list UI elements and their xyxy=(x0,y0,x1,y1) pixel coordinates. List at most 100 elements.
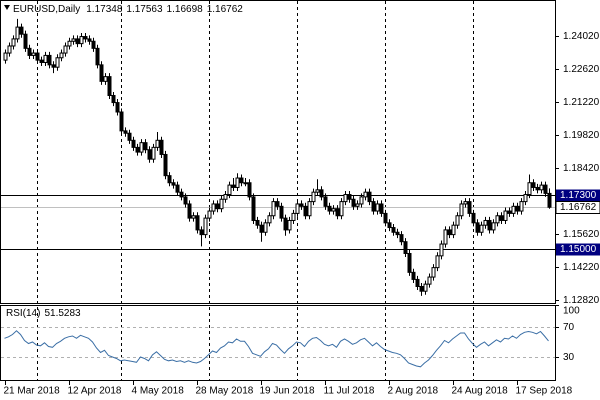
candle-body xyxy=(215,203,220,210)
candle-body xyxy=(379,203,384,214)
y-tick-label: 1.18420 xyxy=(563,163,600,174)
candle-body xyxy=(227,184,232,196)
y-tick-label: 1.21220 xyxy=(563,97,600,108)
candle-body xyxy=(27,47,32,56)
candle-body xyxy=(3,52,8,61)
candle-body xyxy=(191,215,196,219)
candle-body xyxy=(431,267,436,278)
candle-body xyxy=(299,203,304,207)
candle-body xyxy=(367,191,372,203)
candle-body xyxy=(499,215,504,221)
candle-body xyxy=(519,201,524,212)
candle-body xyxy=(419,285,424,292)
candle-body xyxy=(363,191,368,198)
candle-body xyxy=(143,142,148,151)
candle-body xyxy=(527,182,532,196)
candle-body xyxy=(207,210,212,219)
candle-body xyxy=(503,210,508,221)
candle-body xyxy=(211,203,216,212)
candle-body xyxy=(287,219,292,231)
candle-body xyxy=(371,201,376,212)
candle-body xyxy=(243,182,248,185)
indicator-last-value: 51.5283 xyxy=(44,308,81,319)
candle-body xyxy=(83,36,88,40)
candle-body xyxy=(247,182,252,198)
candle-body xyxy=(463,201,468,205)
candle-body xyxy=(451,224,456,236)
level-label-box xyxy=(556,189,600,202)
candle-body xyxy=(403,241,408,254)
indicator-tick-label: 100 xyxy=(563,306,580,317)
candle-body xyxy=(531,182,536,188)
candle-body xyxy=(155,139,160,148)
last-high: 1.17563 xyxy=(126,4,163,15)
candle-body xyxy=(439,243,444,257)
candle-body xyxy=(291,212,296,221)
candle-body xyxy=(107,76,112,96)
indicator-header: RSI(14) 51.5283 xyxy=(6,308,81,319)
chart-header: EURUSD,Daily 1.17348 1.17563 1.16698 1.16762 xyxy=(13,4,243,15)
candle-body xyxy=(47,54,52,66)
candle-body xyxy=(275,201,280,207)
candle-body xyxy=(387,222,392,229)
candle-body xyxy=(179,191,184,198)
level-label: 1.15000 xyxy=(560,244,597,255)
candle-body xyxy=(543,184,548,194)
candle-body xyxy=(187,203,192,219)
candle-body xyxy=(475,222,480,233)
candle-body xyxy=(311,191,316,203)
x-tick-label: 2 Aug 2018 xyxy=(388,386,439,397)
candle-body xyxy=(223,194,228,200)
y-tick-label: 1.19820 xyxy=(563,130,600,141)
candle-body xyxy=(235,177,240,188)
candle-body xyxy=(103,76,108,82)
candle-body xyxy=(51,64,56,68)
indicator-line xyxy=(4,330,549,368)
candle-body xyxy=(535,186,540,191)
candle-body xyxy=(219,198,224,210)
candle-body xyxy=(415,278,420,287)
x-tick-label: 24 Aug 2018 xyxy=(452,386,509,397)
candle-body xyxy=(359,196,364,205)
candle-body xyxy=(515,205,520,212)
candle-body xyxy=(263,222,268,233)
chart-title: EURUSD,Daily xyxy=(13,4,80,15)
x-tick-label: 4 May 2018 xyxy=(132,386,185,397)
candle-body xyxy=(323,196,328,207)
candle-body xyxy=(111,94,116,104)
x-tick-label: 19 Jun 2018 xyxy=(260,386,315,397)
candle-body xyxy=(375,203,380,212)
current-price-label: 1.16762 xyxy=(560,202,597,213)
candle-body xyxy=(447,229,452,236)
candle-body xyxy=(259,224,264,233)
candle-body xyxy=(411,271,416,280)
last-low: 1.16698 xyxy=(167,4,204,15)
candle-body xyxy=(147,149,152,160)
y-tick-label: 1.14220 xyxy=(563,262,600,273)
candle-body xyxy=(495,215,500,224)
candle-body xyxy=(195,215,200,231)
candle-body xyxy=(15,26,20,40)
candle-body xyxy=(347,194,352,200)
last-close: 1.16762 xyxy=(207,4,244,15)
candle-body xyxy=(455,215,460,226)
candle-body xyxy=(39,59,44,63)
candle-body xyxy=(339,201,344,217)
y-tick-label: 1.22620 xyxy=(563,64,600,75)
candle-body xyxy=(391,227,396,233)
candle-body xyxy=(139,142,144,153)
candle-body xyxy=(267,215,272,224)
candle-body xyxy=(135,146,140,153)
candle-body xyxy=(19,26,24,35)
x-tick-label: 21 Mar 2018 xyxy=(4,386,61,397)
candle-body xyxy=(251,196,256,221)
candle-body xyxy=(315,189,320,193)
candle-body xyxy=(487,219,492,231)
candle-body xyxy=(7,45,12,54)
last-open: 1.17348 xyxy=(86,4,123,15)
candle-body xyxy=(343,194,348,203)
candle-body xyxy=(351,198,356,207)
candle-body xyxy=(443,229,448,245)
